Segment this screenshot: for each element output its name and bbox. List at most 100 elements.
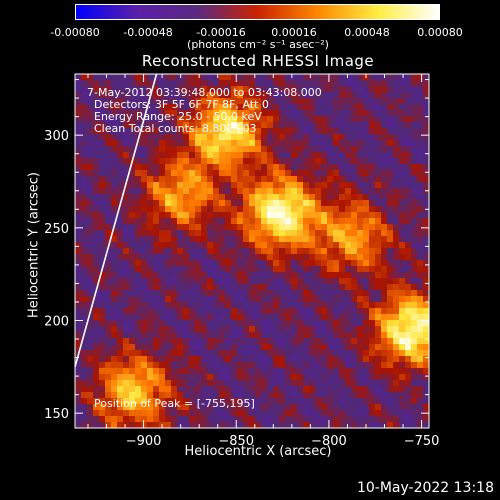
heatmap-cell — [417, 152, 424, 159]
heatmap-cell — [111, 332, 118, 339]
heatmap-cell — [273, 272, 280, 279]
heatmap-cell — [339, 320, 346, 327]
heatmap-cell — [339, 314, 346, 321]
heatmap-cell — [105, 206, 112, 213]
heatmap-cell — [231, 410, 238, 417]
heatmap-cell — [81, 260, 88, 267]
heatmap-cell — [387, 122, 394, 129]
heatmap-cell — [219, 200, 226, 207]
heatmap-cell — [147, 338, 154, 345]
heatmap-cell — [267, 80, 274, 87]
heatmap-cell — [321, 242, 328, 249]
heatmap-cell — [351, 284, 358, 291]
heatmap-cell — [153, 140, 160, 147]
heatmap-cell — [297, 116, 304, 123]
heatmap-cell — [81, 200, 88, 207]
heatmap-cell — [171, 188, 178, 195]
heatmap-cell — [399, 218, 406, 225]
heatmap-cell — [423, 110, 430, 117]
heatmap-cell — [327, 98, 334, 105]
heatmap-cell — [135, 200, 142, 207]
heatmap-cell — [291, 242, 298, 249]
heatmap-cell — [87, 98, 94, 105]
heatmap-cell — [159, 254, 166, 261]
heatmap-cell — [261, 188, 268, 195]
heatmap-cell — [315, 194, 322, 201]
heatmap-cell — [381, 362, 388, 369]
heatmap-cell — [183, 152, 190, 159]
heatmap-cell — [159, 356, 166, 363]
heatmap-cell — [195, 332, 202, 339]
heatmap-cell — [189, 194, 196, 201]
heatmap-cell — [267, 176, 274, 183]
heatmap-cell — [363, 212, 370, 219]
heatmap-cell — [405, 224, 412, 231]
heatmap-cell — [333, 374, 340, 381]
heatmap-cell — [129, 242, 136, 249]
heatmap-cell — [291, 92, 298, 99]
heatmap-cell — [165, 404, 172, 411]
heatmap-cell — [237, 314, 244, 321]
heatmap-cell — [309, 344, 316, 351]
heatmap-cell — [261, 392, 268, 399]
heatmap-cell — [147, 188, 154, 195]
heatmap-cell — [297, 320, 304, 327]
heatmap-cell — [159, 296, 166, 303]
heatmap-cell — [339, 158, 346, 165]
heatmap-cell — [87, 254, 94, 261]
heatmap-cell — [249, 368, 256, 375]
heatmap-cell — [219, 128, 226, 135]
heatmap-cell — [111, 344, 118, 351]
heatmap-cell — [159, 350, 166, 357]
heatmap-cell — [237, 74, 244, 81]
heatmap-cell — [189, 398, 196, 405]
heatmap-cell — [369, 176, 376, 183]
heatmap-cell — [321, 86, 328, 93]
heatmap-cell — [321, 170, 328, 177]
heatmap-cell — [219, 284, 226, 291]
heatmap-cell — [201, 320, 208, 327]
heatmap-cell — [285, 242, 292, 249]
heatmap-cell — [177, 248, 184, 255]
heatmap-cell — [417, 158, 424, 165]
heatmap-cell — [249, 212, 256, 219]
heatmap-cell — [405, 134, 412, 141]
heatmap-cell — [177, 398, 184, 405]
heatmap-cell — [189, 404, 196, 411]
heatmap-cell — [219, 140, 226, 147]
heatmap-cell — [237, 176, 244, 183]
heatmap-cell — [99, 392, 106, 399]
heatmap-cell — [357, 278, 364, 285]
heatmap-cell — [117, 344, 124, 351]
heatmap-cell — [351, 320, 358, 327]
heatmap-cell — [381, 170, 388, 177]
heatmap-cell — [279, 326, 286, 333]
x-tick-label: −850 — [218, 434, 254, 449]
heatmap-cell — [123, 398, 130, 405]
y-axis-label: Heliocentric Y (arcsec) — [26, 172, 42, 318]
heatmap-cell — [279, 212, 286, 219]
heatmap-cell — [291, 194, 298, 201]
heatmap-cell — [171, 296, 178, 303]
heatmap-cell — [75, 104, 82, 111]
heatmap-cell — [147, 110, 154, 117]
heatmap-cell — [153, 158, 160, 165]
heatmap-cell — [267, 398, 274, 405]
heatmap-cell — [225, 206, 232, 213]
heatmap-cell — [165, 188, 172, 195]
heatmap-cell — [255, 170, 262, 177]
heatmap-cell — [399, 290, 406, 297]
heatmap-cell — [111, 242, 118, 249]
heatmap-cell — [417, 104, 424, 111]
heatmap-cell — [369, 338, 376, 345]
heatmap-cell — [423, 320, 430, 327]
heatmap-cell — [201, 314, 208, 321]
heatmap-cell — [279, 296, 286, 303]
heatmap-cell — [207, 344, 214, 351]
heatmap-cell — [351, 182, 358, 189]
heatmap-cell — [123, 74, 130, 81]
heatmap-cell — [315, 116, 322, 123]
heatmap-cell — [309, 260, 316, 267]
heatmap-cell — [135, 410, 142, 417]
heatmap-cell — [87, 170, 94, 177]
